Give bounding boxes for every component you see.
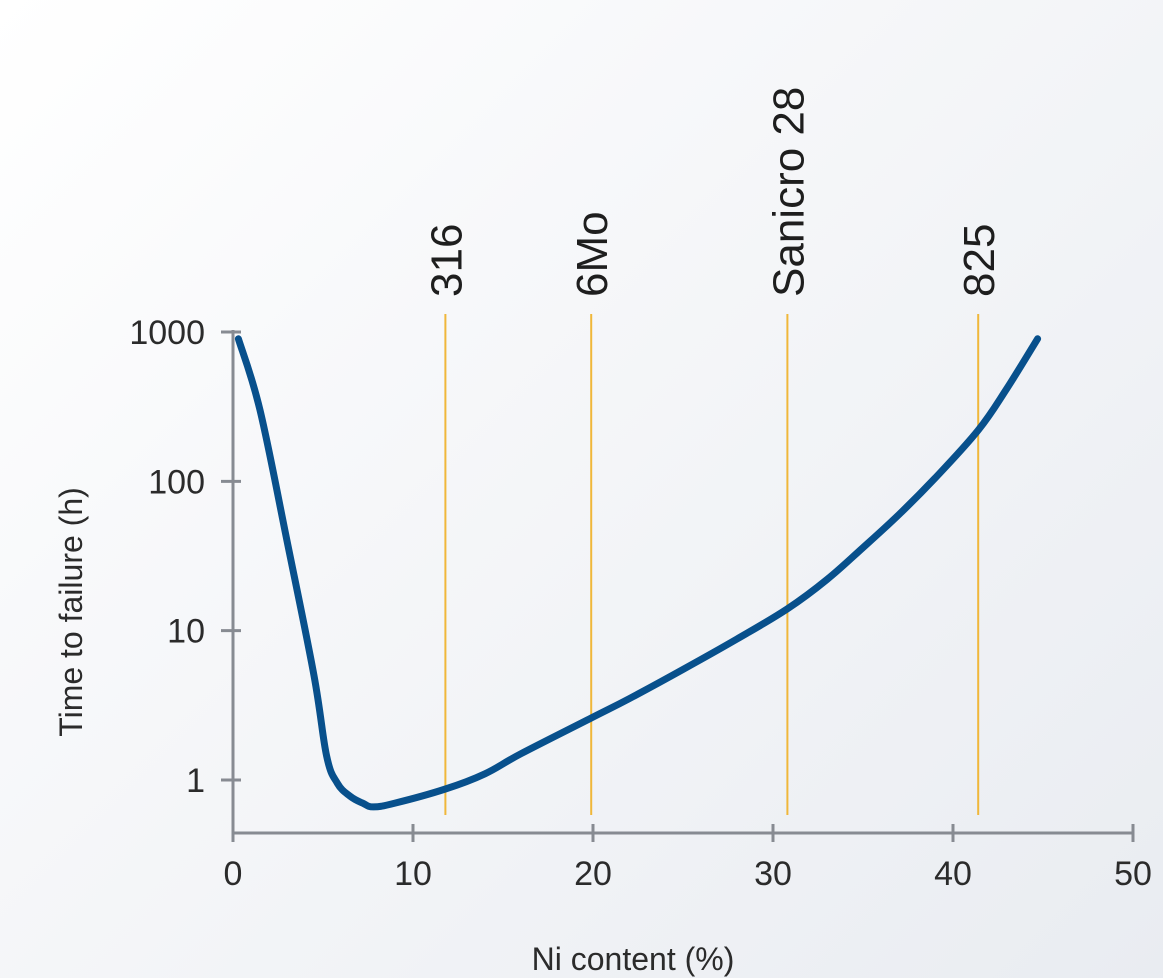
series-line — [234, 335, 1042, 811]
y-tick-label: 1 — [186, 762, 205, 800]
x-tick-label: 40 — [934, 855, 972, 893]
axes — [231, 330, 1133, 835]
x-tick-label: 30 — [754, 855, 792, 893]
reference-label: 316 — [422, 224, 471, 297]
ticks: 0 10 20 30 40 50 1 10 100 1000 — [129, 314, 1152, 893]
y-tick-label: 10 — [167, 613, 205, 651]
x-axis-label: Ni content (%) — [532, 941, 735, 977]
y-tick-label: 100 — [148, 463, 205, 501]
reference-lines: 316 6Mo Sanicro 28 825 — [422, 87, 1004, 815]
x-tick-label: 20 — [574, 855, 612, 893]
reference-label: Sanicro 28 — [764, 87, 813, 297]
reference-label: 825 — [955, 224, 1004, 297]
y-axis-label: Time to failure (h) — [53, 487, 89, 737]
x-tick-label: 0 — [224, 855, 243, 893]
reference-label: 6Mo — [568, 211, 617, 297]
y-tick-label: 1000 — [129, 314, 205, 352]
x-tick-label: 50 — [1114, 855, 1152, 893]
x-tick-label: 10 — [394, 855, 432, 893]
